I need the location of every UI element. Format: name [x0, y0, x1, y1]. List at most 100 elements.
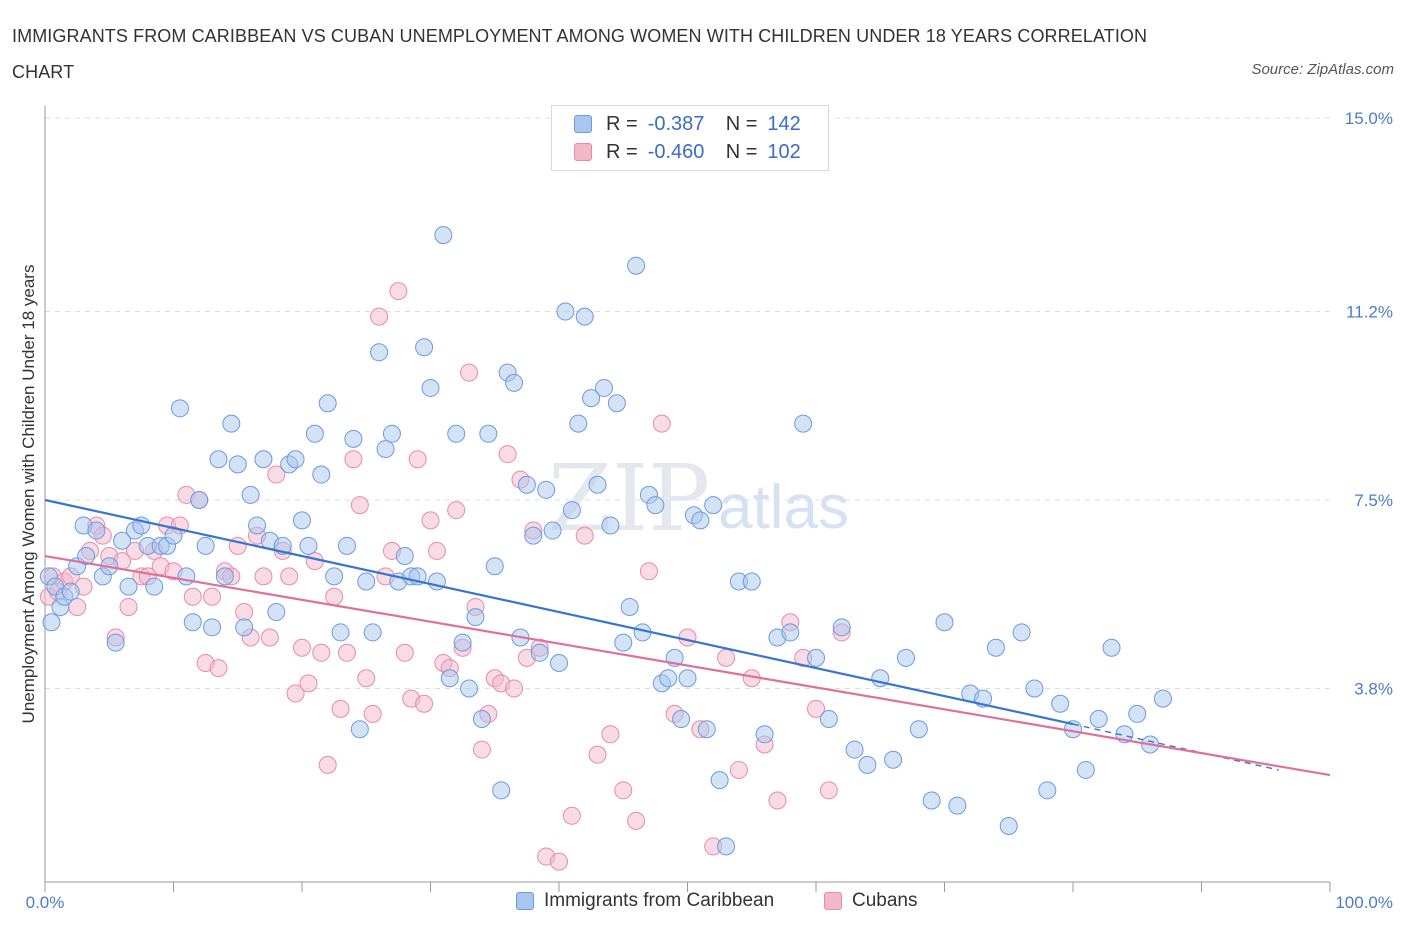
data-point [704, 496, 723, 515]
data-point [170, 399, 189, 418]
legend-stats: R = -0.387 N = 142 R = -0.460 N = 102 [551, 105, 829, 171]
data-point [177, 567, 196, 586]
data-point [119, 577, 138, 596]
data-point [357, 572, 376, 591]
data-point [77, 547, 96, 566]
tick-labels: 3.8% 7.5% 11.2% 15.0% 0.0% 100.0% [26, 109, 1393, 912]
data-point [389, 282, 408, 301]
data-point [517, 475, 536, 494]
data-point [254, 450, 273, 469]
data-point [601, 516, 620, 535]
data-point [909, 720, 928, 739]
data-point [395, 643, 414, 662]
data-point [1051, 694, 1070, 713]
data-point [575, 307, 594, 326]
data-point [556, 302, 575, 321]
data-point [209, 450, 228, 469]
data-point [427, 541, 446, 560]
y-tick-label: 3.8% [1354, 679, 1393, 698]
data-point [729, 760, 748, 779]
data-point [460, 363, 479, 382]
data-point [363, 704, 382, 723]
source-label: Source: ZipAtlas.com [1251, 61, 1394, 78]
data-point [659, 669, 678, 688]
data-point [248, 516, 267, 535]
data-point [562, 501, 581, 520]
n-value: 102 [767, 140, 801, 163]
data-point [498, 445, 517, 464]
data-point [807, 699, 825, 718]
data-point [293, 638, 311, 657]
data-point [357, 669, 376, 688]
cubans-swatch [824, 892, 842, 910]
data-point [832, 618, 851, 637]
r-label: R = [606, 112, 638, 135]
data-point [331, 699, 350, 718]
data-point [742, 572, 761, 591]
data-point [768, 791, 787, 810]
data-point [87, 521, 106, 540]
data-point [819, 781, 838, 800]
trend-lines [44, 498, 1331, 777]
data-point [254, 567, 273, 586]
axes [44, 106, 1331, 892]
trend-line [44, 554, 1331, 777]
n-label: N = [725, 112, 758, 135]
data-point [299, 536, 318, 555]
data-point [588, 745, 607, 764]
data-point [267, 603, 286, 622]
r-value: -0.460 [647, 140, 705, 163]
data-point [325, 587, 344, 606]
data-point [222, 414, 241, 433]
data-point [196, 536, 215, 555]
data-point [235, 603, 254, 622]
data-point [819, 710, 838, 729]
r-value: -0.387 [647, 112, 705, 135]
data-point [472, 710, 491, 729]
data-point [203, 618, 222, 637]
data-point [267, 465, 286, 484]
watermark-zip: ZIP [548, 445, 710, 552]
data-point [370, 307, 389, 326]
data-point [537, 480, 556, 499]
data-point [479, 424, 498, 443]
data-point [1025, 679, 1044, 698]
data-point [235, 618, 254, 637]
data-point [550, 852, 568, 871]
data-point [350, 496, 369, 515]
data-point [241, 485, 260, 504]
data-point [453, 633, 472, 652]
data-point [755, 725, 774, 744]
data-point [948, 796, 967, 815]
data-point [678, 669, 697, 688]
data-point [119, 597, 138, 616]
legend-item-cubans: Cubans [824, 890, 918, 912]
data-point [505, 679, 524, 698]
data-point [781, 623, 800, 642]
chart-title: IMMIGRANTS FROM CARIBBEAN VS CUBAN UNEMP… [12, 26, 1148, 82]
data-point [466, 608, 485, 627]
data-point [395, 547, 414, 566]
data-point [344, 450, 363, 469]
caribbean-swatch [516, 892, 534, 910]
watermark-atlas: atlas [718, 473, 849, 542]
data-point [408, 450, 427, 469]
data-point [447, 501, 466, 520]
data-point [620, 597, 639, 616]
data-point [550, 653, 568, 672]
trend-line-extension [1072, 723, 1279, 771]
y-axis-label: Unemployment Among Women with Children U… [19, 265, 38, 724]
data-point [922, 791, 941, 810]
data-point [325, 567, 344, 586]
data-point [106, 633, 125, 652]
data-point [215, 567, 234, 586]
data-point [299, 674, 318, 693]
legend-row-caribbean: R = -0.387 N = 142 [574, 110, 801, 138]
data-point [350, 720, 369, 739]
data-point [627, 811, 646, 830]
y-tick-label: 11.2% [1346, 303, 1393, 322]
data-point [601, 725, 620, 744]
data-point [61, 582, 80, 601]
data-point [113, 531, 132, 550]
caribbean-points [39, 226, 1172, 856]
